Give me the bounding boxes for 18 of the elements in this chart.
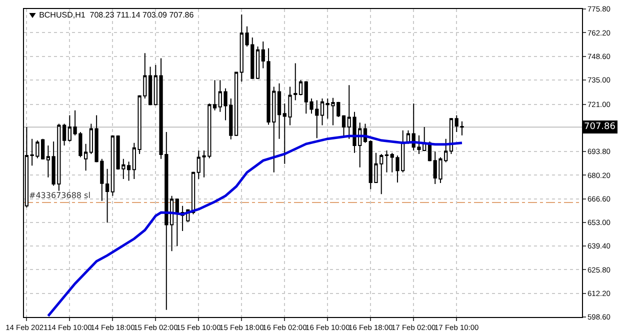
candlestick [105, 168, 110, 224]
ref-line-label: 707.86 [584, 122, 616, 132]
candlestick [84, 143, 88, 172]
candlestick [126, 161, 131, 182]
candlestick [212, 80, 217, 111]
candlestick [342, 114, 346, 137]
candlestick [191, 171, 196, 215]
candlestick [234, 71, 238, 137]
candlestick [148, 66, 152, 106]
candlestick [298, 80, 303, 96]
candlestick [256, 46, 260, 80]
candlestick [170, 195, 174, 252]
candlestick [449, 117, 454, 154]
candlestick [384, 150, 389, 173]
ref-line-label: #433673688 sl [29, 191, 90, 200]
candlestick [320, 98, 324, 126]
chart-title: BCHUSD,H1 708.23 711.14 703.09 707.86 [39, 10, 194, 20]
candlestick [277, 82, 282, 140]
